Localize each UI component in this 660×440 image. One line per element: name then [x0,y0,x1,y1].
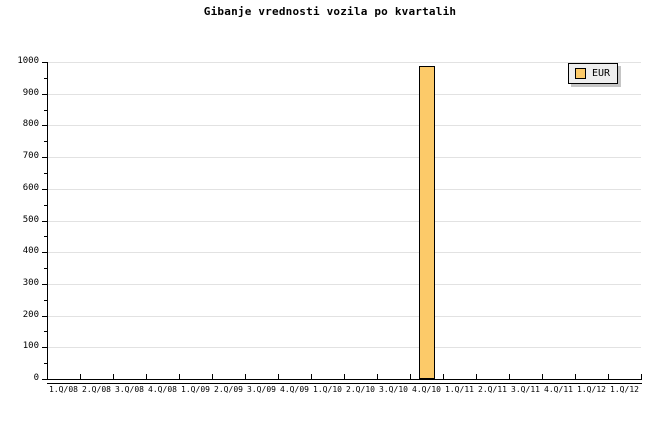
legend-label: EUR [592,68,611,79]
x-tick [377,374,378,380]
y-tick-label: 200 [22,310,39,320]
chart-title: Gibanje vrednosti vozila po kvartalih [203,5,457,18]
y-tick-major [42,284,48,285]
y-tick-major [42,252,48,253]
gridline [47,221,641,222]
x-tick [113,374,114,380]
x-tick [608,374,609,380]
x-tick-label: 1.Q/08 [49,385,78,394]
y-tick-major [42,157,48,158]
x-tick [311,374,312,380]
x-tick-label: 3.Q/08 [115,385,144,394]
x-tick-label: 4.Q/10 [412,385,441,394]
x-tick [443,374,444,380]
y-tick-minor [44,78,48,79]
x-tick-label: 1.Q/09 [181,385,210,394]
x-tick-label: 4.Q/11 [544,385,573,394]
x-tick [47,374,48,380]
y-tick-label: 1000 [17,56,39,66]
x-tick-label: 2.Q/11 [478,385,507,394]
x-tick-label: 2.Q/10 [346,385,375,394]
y-tick-minor [44,205,48,206]
gridline [47,347,641,348]
y-tick-minor [44,363,48,364]
gridline [47,94,641,95]
y-tick-label: 400 [22,246,39,256]
y-tick-minor [44,141,48,142]
x-tick-label: 1.Q/11 [445,385,474,394]
x-tick [344,374,345,380]
y-tick-minor [44,236,48,237]
y-tick-minor [44,268,48,269]
x-tick [146,374,147,380]
y-tick-minor [44,110,48,111]
x-tick-label: 1.Q/12 [610,385,639,394]
x-tick-label: 3.Q/11 [511,385,540,394]
y-tick-minor [44,300,48,301]
x-tick-label: 4.Q/09 [280,385,309,394]
y-tick-label: 500 [22,215,39,225]
x-tick-label: 4.Q/08 [148,385,177,394]
x-tick [212,374,213,380]
gridline [47,252,641,253]
x-tick-label: 3.Q/10 [379,385,408,394]
y-tick-label: 600 [22,183,39,193]
y-tick-label: 100 [22,341,39,351]
y-tick-label: 300 [22,278,39,288]
bar[interactable] [419,66,435,379]
y-tick-major [42,379,48,380]
x-tick-label: 2.Q/08 [82,385,111,394]
y-tick-minor [44,173,48,174]
x-tick [509,374,510,380]
gridline [47,125,641,126]
x-tick-label: 1.Q/12 [577,385,606,394]
x-tick [476,374,477,380]
y-tick-major [42,316,48,317]
x-tick-label: 1.Q/10 [313,385,342,394]
x-tick [410,374,411,380]
y-tick-major [42,125,48,126]
y-tick-label: 800 [22,119,39,129]
y-tick-label: 700 [22,151,39,161]
x-tick [542,374,543,380]
y-tick-minor [44,331,48,332]
x-tick [245,374,246,380]
gridline [47,284,641,285]
gridline [47,157,641,158]
y-tick-major [42,189,48,190]
y-tick-major [42,62,48,63]
chart-legend[interactable]: EUR [568,63,619,84]
x-axis-baseline [47,383,642,384]
y-tick-label: 0 [33,373,39,383]
y-tick-major [42,347,48,348]
gridline [47,62,641,63]
x-tick [278,374,279,380]
gridline [47,189,641,190]
x-tick [575,374,576,380]
x-tick-label: 3.Q/09 [247,385,276,394]
plot-area [47,62,641,380]
y-tick-major [42,221,48,222]
x-tick-label: 2.Q/09 [214,385,243,394]
legend-swatch [575,68,586,79]
x-tick [179,374,180,380]
y-tick-major [42,94,48,95]
gridline [47,316,641,317]
x-tick [641,374,642,380]
y-tick-label: 900 [22,88,39,98]
x-tick [80,374,81,380]
